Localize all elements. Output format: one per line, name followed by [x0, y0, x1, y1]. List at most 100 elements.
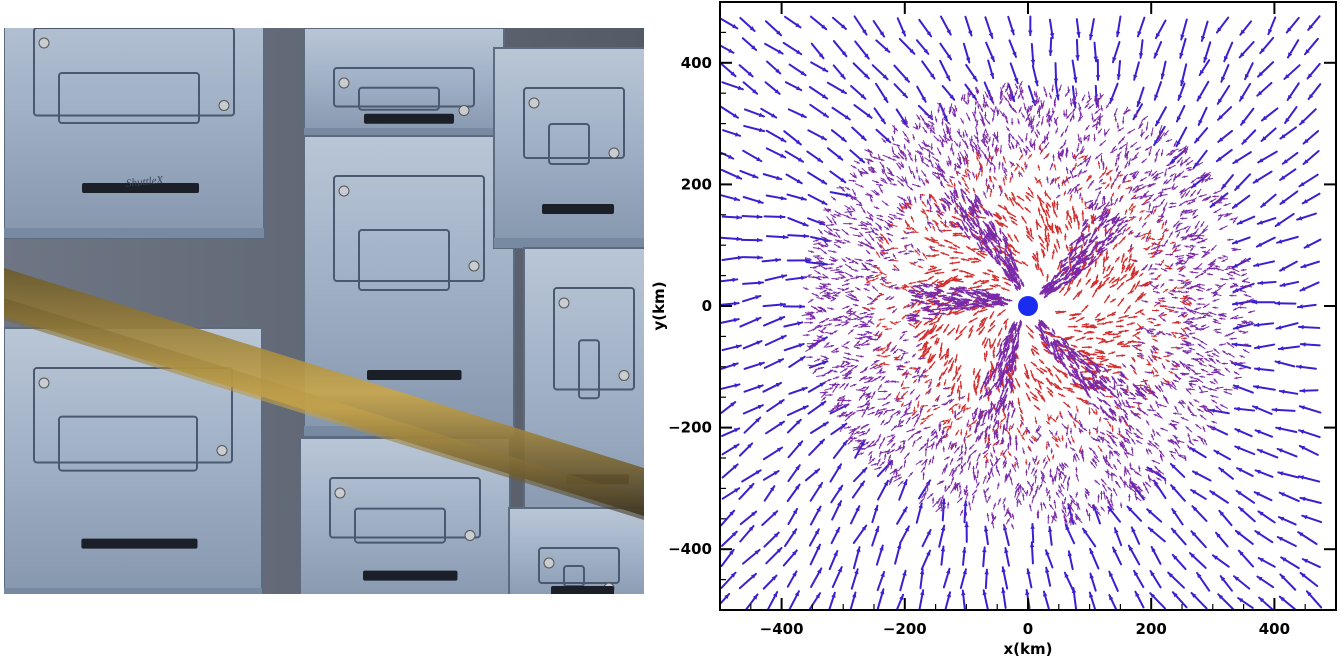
vector-arrow	[874, 21, 884, 36]
vector-arrow	[1010, 217, 1016, 220]
vector-arrow	[850, 227, 858, 230]
vector-arrow	[784, 43, 802, 54]
vector-arrow	[1079, 193, 1082, 199]
vector-arrow	[1015, 457, 1018, 461]
vector-arrow	[1051, 417, 1056, 421]
vector-arrow	[722, 82, 743, 90]
vector-arrow	[811, 507, 821, 525]
vector-arrow	[1130, 392, 1135, 396]
vector-arrow	[972, 490, 977, 495]
vector-arrow	[1207, 273, 1212, 276]
vector-arrow	[1189, 402, 1193, 406]
vector-arrow	[1050, 163, 1053, 169]
vector-arrow	[1275, 301, 1295, 306]
vector-arrow	[744, 126, 764, 132]
vector-arrow	[786, 175, 801, 184]
vector-arrow	[1253, 406, 1272, 414]
vector-arrow	[927, 439, 930, 447]
vector-arrow	[1075, 88, 1078, 95]
vector-arrow	[972, 260, 979, 263]
vector-arrow	[1018, 136, 1023, 142]
vector-arrow	[1033, 66, 1039, 86]
vector-arrow	[984, 453, 988, 458]
vector-arrow	[852, 269, 858, 271]
vector-arrow	[928, 494, 933, 499]
vector-arrow	[1040, 502, 1043, 510]
vector-arrow	[934, 199, 937, 203]
vector-arrow	[1030, 524, 1035, 542]
vector-arrow	[1256, 430, 1272, 437]
vector-arrow	[1117, 61, 1122, 79]
vector-arrow	[1050, 430, 1053, 434]
vector-arrow	[806, 469, 819, 480]
vector-arrow	[1034, 475, 1037, 482]
vector-arrow	[1036, 379, 1043, 383]
vector-arrow	[1153, 339, 1158, 341]
vector-arrow	[810, 87, 827, 99]
vector-arrow	[909, 250, 914, 253]
vector-arrow	[1200, 272, 1205, 275]
vector-arrow	[745, 362, 764, 369]
vector-arrow	[1011, 142, 1014, 148]
vector-arrow	[893, 144, 900, 147]
vector-arrow	[1162, 234, 1165, 240]
vector-arrow	[1122, 364, 1125, 367]
vector-arrow	[944, 380, 946, 386]
vector-arrow	[1191, 448, 1206, 457]
vector-arrow	[1192, 337, 1200, 340]
vector-arrow	[881, 377, 885, 381]
vector-arrow	[877, 323, 881, 327]
vector-arrow	[1224, 43, 1232, 61]
vector-arrow	[1169, 279, 1173, 282]
vector-arrow	[1173, 186, 1178, 190]
vector-arrow	[1028, 463, 1031, 470]
vector-arrow	[1062, 501, 1065, 509]
vector-arrow	[988, 152, 991, 158]
vector-arrow	[1113, 548, 1121, 565]
vector-arrow	[1254, 385, 1275, 390]
vector-arrow	[766, 82, 780, 94]
vector-arrow	[998, 162, 1001, 169]
x-tick-label: 400	[1259, 620, 1290, 638]
vector-arrow	[976, 285, 982, 288]
vector-arrow	[886, 249, 891, 251]
vector-arrow	[1076, 143, 1079, 151]
vector-arrow	[1056, 416, 1058, 420]
server-rack-photo: ShuttleX	[4, 28, 644, 594]
vector-arrow	[960, 327, 966, 334]
vector-arrow	[1043, 503, 1046, 509]
vector-arrow	[1187, 328, 1191, 331]
vector-arrow	[1029, 333, 1034, 338]
vector-arrow	[881, 283, 887, 286]
vector-arrow	[1188, 434, 1191, 442]
vector-arrow	[885, 173, 889, 180]
vector-arrow	[1075, 467, 1078, 472]
vector-arrow	[1017, 203, 1023, 209]
vector-arrow	[1234, 372, 1239, 375]
vector-arrow	[1070, 195, 1073, 201]
vector-arrow	[1181, 417, 1188, 420]
vector-arrow	[1054, 500, 1057, 508]
vector-arrow	[1117, 320, 1123, 323]
vector-arrow	[1305, 240, 1321, 248]
vector-arrow	[1037, 97, 1040, 103]
vector-arrow	[1095, 480, 1100, 484]
vector-arrow	[1173, 412, 1181, 415]
vector-arrow	[851, 165, 856, 168]
vector-arrow	[1217, 150, 1232, 161]
vector-arrow	[1134, 571, 1143, 587]
vector-arrow	[812, 44, 824, 58]
vector-arrow	[876, 331, 879, 335]
vector-arrow	[1303, 194, 1320, 204]
vector-arrow	[1142, 186, 1147, 189]
vector-arrow	[1101, 507, 1104, 511]
computer-case	[509, 508, 644, 594]
vector-arrow	[1047, 421, 1050, 424]
vector-arrow	[962, 139, 967, 145]
vector-arrow	[1169, 293, 1174, 295]
vector-arrow	[1015, 90, 1017, 95]
vector-arrow	[788, 406, 808, 415]
vector-arrow	[839, 274, 845, 278]
vector-arrow	[811, 306, 817, 309]
